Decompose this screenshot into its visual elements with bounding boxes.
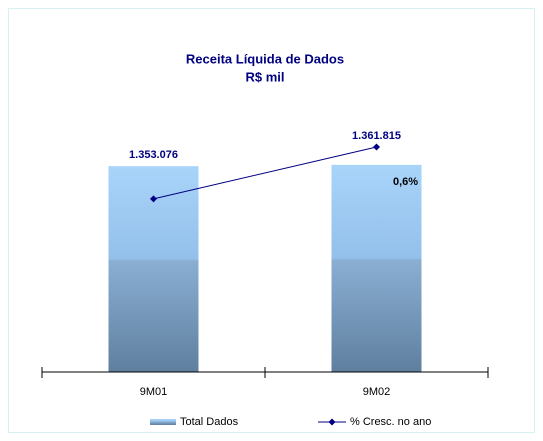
line-marker: [373, 143, 380, 151]
line-marker: [150, 195, 157, 203]
bar-value-label: 1.353.076: [129, 149, 178, 161]
line-value-label: 0,6%: [393, 176, 418, 188]
chart-subtitle: R$ mil: [245, 69, 284, 84]
legend-swatch: [328, 418, 336, 426]
chart-border: [8, 8, 535, 433]
legend-label: % Cresc. no ano: [350, 416, 431, 428]
line: [153, 146, 377, 200]
bar: [331, 164, 422, 372]
chart-title: Receita Líquida de Dados: [186, 51, 344, 66]
legend-swatch: [150, 419, 176, 425]
legend-label: Total Dados: [180, 416, 239, 428]
bar-value-label: 1.361.815: [352, 130, 401, 142]
x-tick-label: 9M02: [363, 386, 391, 398]
x-tick-label: 9M01: [140, 386, 168, 398]
